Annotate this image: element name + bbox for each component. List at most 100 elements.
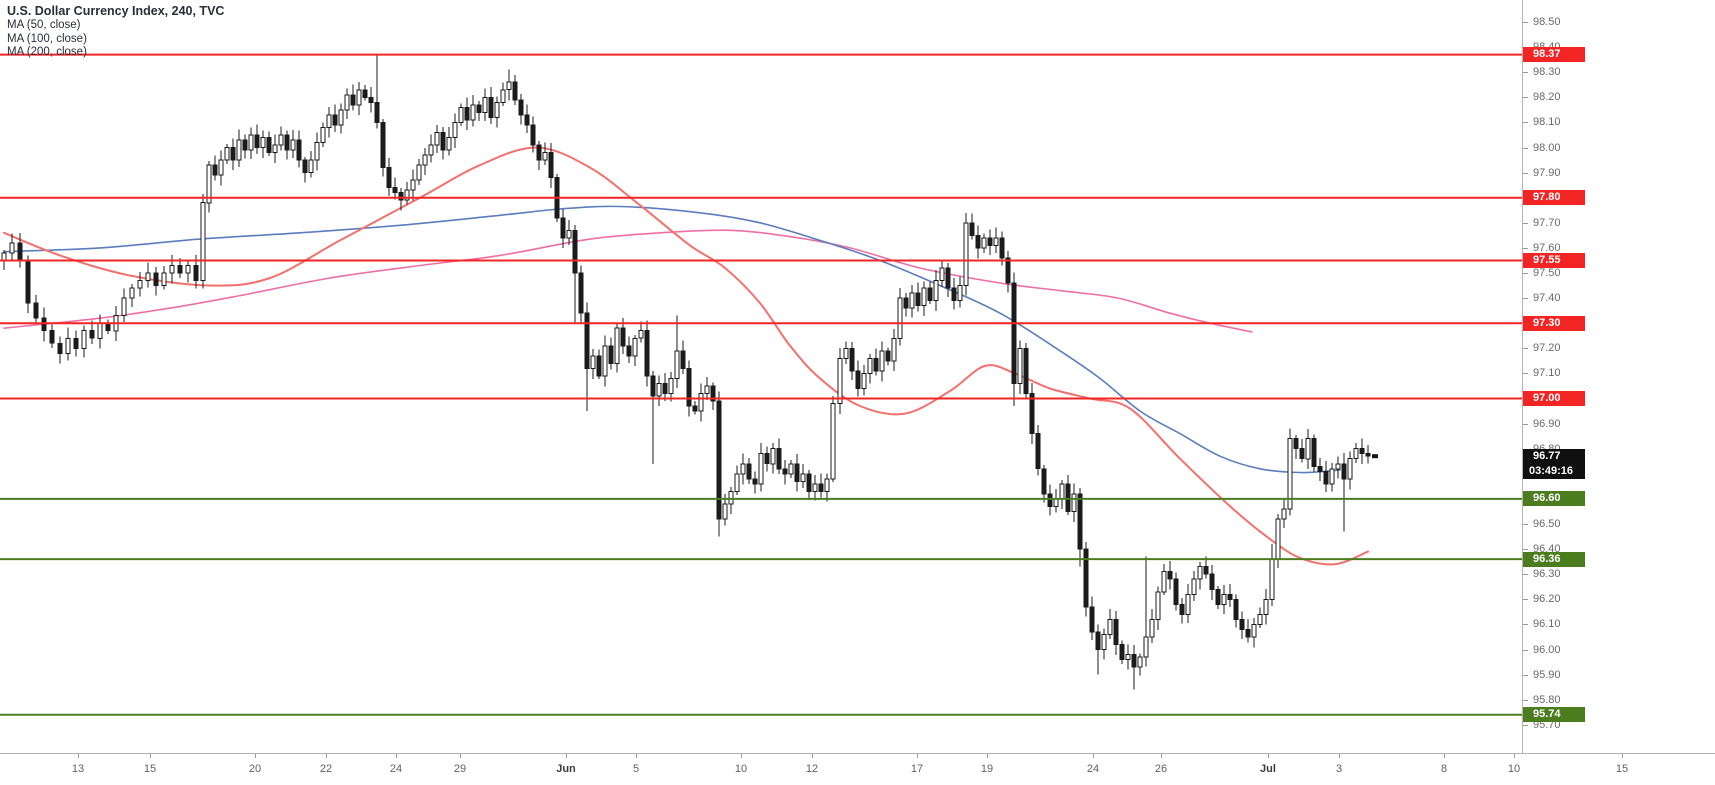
price-tick-label: 95.70 (1533, 719, 1561, 731)
time-label-day: 22 (319, 763, 333, 775)
time-tick-mark (396, 754, 397, 758)
time-tick-mark (1339, 754, 1340, 758)
time-tick-mark (1514, 754, 1515, 758)
time-label-month: Jul (1260, 763, 1276, 775)
price-tick-mark (1523, 223, 1528, 224)
time-label-month: Jun (556, 763, 576, 775)
price-tick-label: 95.80 (1533, 694, 1561, 706)
price-tick-label: 97.60 (1533, 242, 1561, 254)
price-tick-label: 97.70 (1533, 217, 1561, 229)
price-tick-label: 97.10 (1533, 367, 1561, 379)
price-tick-mark (1523, 373, 1528, 374)
time-label-day: 3 (1335, 763, 1343, 775)
time-label-day: 29 (453, 763, 467, 775)
price-tick-mark (1523, 173, 1528, 174)
time-label-day: 19 (980, 763, 994, 775)
support-price-label-96.36: 96.36 (1523, 552, 1585, 567)
time-label-day: 5 (632, 763, 640, 775)
time-tick-mark (1268, 754, 1269, 758)
time-label-day: 24 (1086, 763, 1100, 775)
candlestick-series (1, 54, 1371, 690)
time-label-day: 15 (143, 763, 157, 775)
resistance-price-label-97.55: 97.55 (1523, 253, 1585, 268)
support-price-label-95.74: 95.74 (1523, 707, 1585, 722)
price-chart[interactable] (0, 0, 1522, 753)
price-tick-mark (1523, 72, 1528, 73)
last-close-marker (1372, 454, 1378, 459)
price-tick-label: 96.90 (1533, 418, 1561, 430)
price-tick-label: 95.90 (1533, 669, 1561, 681)
resistance-price-label-97.00: 97.00 (1523, 391, 1585, 406)
price-tick-mark (1523, 22, 1528, 23)
price-tick-label: 97.20 (1533, 342, 1561, 354)
resistance-price-label-97.80: 97.80 (1523, 190, 1585, 205)
legend-ma-100[interactable]: MA (100, close) (7, 32, 87, 45)
price-tick-mark (1523, 148, 1528, 149)
price-tick-label: 98.50 (1533, 16, 1561, 28)
time-tick-mark (326, 754, 327, 758)
time-label-day: 10 (734, 763, 748, 775)
chart-legend: U.S. Dollar Currency Index, 240, TVC MA … (7, 4, 224, 60)
price-tick-label: 98.10 (1533, 116, 1561, 128)
price-tick-label: 98.30 (1533, 66, 1561, 78)
resistance-price-label-97.30: 97.30 (1523, 316, 1585, 331)
price-tick-mark (1523, 700, 1528, 701)
price-tick-mark (1523, 122, 1528, 123)
time-label-day: 8 (1440, 763, 1448, 775)
bar-countdown-label: 03:49:16 (1523, 464, 1585, 479)
price-tick-mark (1523, 273, 1528, 274)
price-tick-mark (1523, 675, 1528, 676)
ma-line-ma-100 (3, 205, 1341, 474)
time-tick-mark (636, 754, 637, 758)
price-tick-mark (1523, 624, 1528, 625)
price-tick-label: 98.00 (1533, 142, 1561, 154)
time-tick-mark (812, 754, 813, 758)
resistance-price-label-98.37: 98.37 (1523, 47, 1585, 62)
time-tick-mark (150, 754, 151, 758)
price-tick-label: 97.40 (1533, 292, 1561, 304)
price-tick-label: 97.90 (1533, 167, 1561, 179)
price-tick-mark (1523, 524, 1528, 525)
time-tick-mark (1444, 754, 1445, 758)
price-tick-mark (1523, 424, 1528, 425)
legend-ma-200[interactable]: MA (200, close) (7, 46, 87, 58)
time-tick-mark (1093, 754, 1094, 758)
price-tick-label: 96.30 (1533, 568, 1561, 580)
time-label-day: 17 (910, 763, 924, 775)
time-label-day: 10 (1507, 763, 1521, 775)
price-tick-mark (1523, 725, 1528, 726)
time-label-day: 20 (248, 763, 262, 775)
time-label-day: 13 (71, 763, 85, 775)
time-tick-mark (741, 754, 742, 758)
legend-ma-50[interactable]: MA (50, close) (7, 19, 81, 31)
time-tick-mark (917, 754, 918, 758)
time-axis[interactable]: 13 15 20 22 24 29 Jun 5 10 12 17 19 24 26 Jul 3 8 10 15 (0, 753, 1715, 785)
price-tick-label: 96.00 (1533, 644, 1561, 656)
price-tick-label: 98.20 (1533, 91, 1561, 103)
price-tick-mark (1523, 574, 1528, 575)
ma-line-ma-200 (3, 229, 1253, 333)
time-tick-mark (255, 754, 256, 758)
price-axis[interactable]: 95.70 95.80 95.90 96.00 96.10 96.20 96.30 96.40… (1522, 0, 1715, 753)
price-tick-mark (1523, 348, 1528, 349)
time-label-day: 26 (1154, 763, 1168, 775)
time-label-day: 12 (805, 763, 819, 775)
time-label-day: 24 (389, 763, 403, 775)
price-tick-mark (1523, 248, 1528, 249)
time-tick-mark (78, 754, 79, 758)
price-tick-mark (1523, 298, 1528, 299)
price-tick-label: 96.50 (1533, 518, 1561, 530)
time-tick-mark (1622, 754, 1623, 758)
support-price-label-96.60: 96.60 (1523, 491, 1585, 506)
current-price-label: 96.77 (1523, 449, 1585, 464)
price-tick-label: 97.50 (1533, 267, 1561, 279)
symbol-title[interactable]: U.S. Dollar Currency Index, 240, TVC (7, 4, 225, 18)
time-tick-mark (987, 754, 988, 758)
price-tick-mark (1523, 97, 1528, 98)
ma-line-ma-50 (3, 146, 1369, 566)
time-tick-mark (1161, 754, 1162, 758)
time-tick-mark (460, 754, 461, 758)
price-tick-label: 96.10 (1533, 618, 1561, 630)
time-tick-mark (566, 754, 567, 758)
price-tick-mark (1523, 650, 1528, 651)
